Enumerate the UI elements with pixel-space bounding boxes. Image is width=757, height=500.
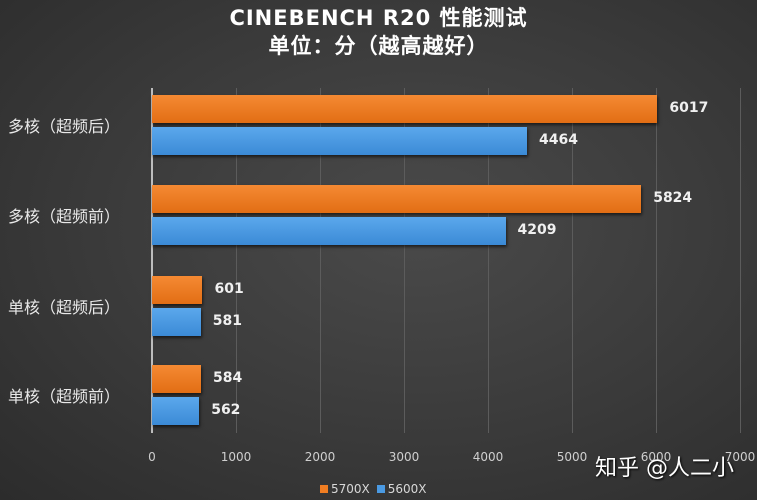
legend-label-5700x: 5700X (331, 482, 370, 496)
value-label: 6017 (669, 100, 709, 116)
category-label: 单核（超频前） (8, 387, 121, 406)
x-tick-label: 1000 (220, 450, 252, 464)
category-label: 多核（超频后） (8, 117, 121, 136)
bar-5600x (152, 397, 200, 425)
x-tick-label: 4000 (472, 450, 504, 464)
value-label: 4464 (538, 132, 578, 148)
legend-swatch-5700x (320, 485, 328, 493)
category-label: 单核（超频后） (8, 298, 121, 317)
x-tick-label: 0 (148, 450, 156, 464)
x-tick-label: 7000 (724, 450, 756, 464)
bar-5600x (152, 308, 201, 336)
value-label: 581 (212, 313, 243, 329)
watermark: 知乎 @人二小 (595, 456, 734, 481)
value-label: 584 (213, 370, 243, 386)
category-label: 多核（超频前） (8, 207, 121, 226)
bar-5700x (152, 95, 658, 123)
legend-label-5600x: 5600X (387, 482, 427, 496)
legend-swatch-5600x (376, 485, 385, 493)
x-tick-label: 6000 (640, 450, 672, 464)
chart-subtitle: 单位：分（越高越好） (268, 34, 489, 58)
bar-5600x (152, 127, 527, 155)
x-tick-label: 2000 (304, 450, 336, 464)
bar-5600x (152, 217, 506, 245)
x-tick-label: 3000 (388, 450, 420, 464)
bar-5700x (152, 365, 202, 393)
value-label: 562 (211, 402, 241, 418)
gridline (572, 88, 573, 433)
gridline (320, 88, 321, 433)
bar-5700x (152, 276, 203, 304)
legend: 5700X 5600X (320, 482, 427, 496)
value-label: 5824 (653, 190, 693, 206)
gridline (488, 88, 489, 433)
gridline (236, 88, 237, 433)
bar-5700x (152, 185, 642, 213)
y-axis-line (151, 88, 153, 433)
chart-title: CINEBENCH R20 性能测试 (229, 6, 528, 30)
gridline (656, 88, 657, 433)
x-tick-label: 5000 (556, 450, 588, 464)
gridline (404, 88, 405, 433)
value-label: 601 (214, 281, 244, 297)
value-label: 4209 (517, 222, 557, 238)
gridline (740, 88, 741, 433)
